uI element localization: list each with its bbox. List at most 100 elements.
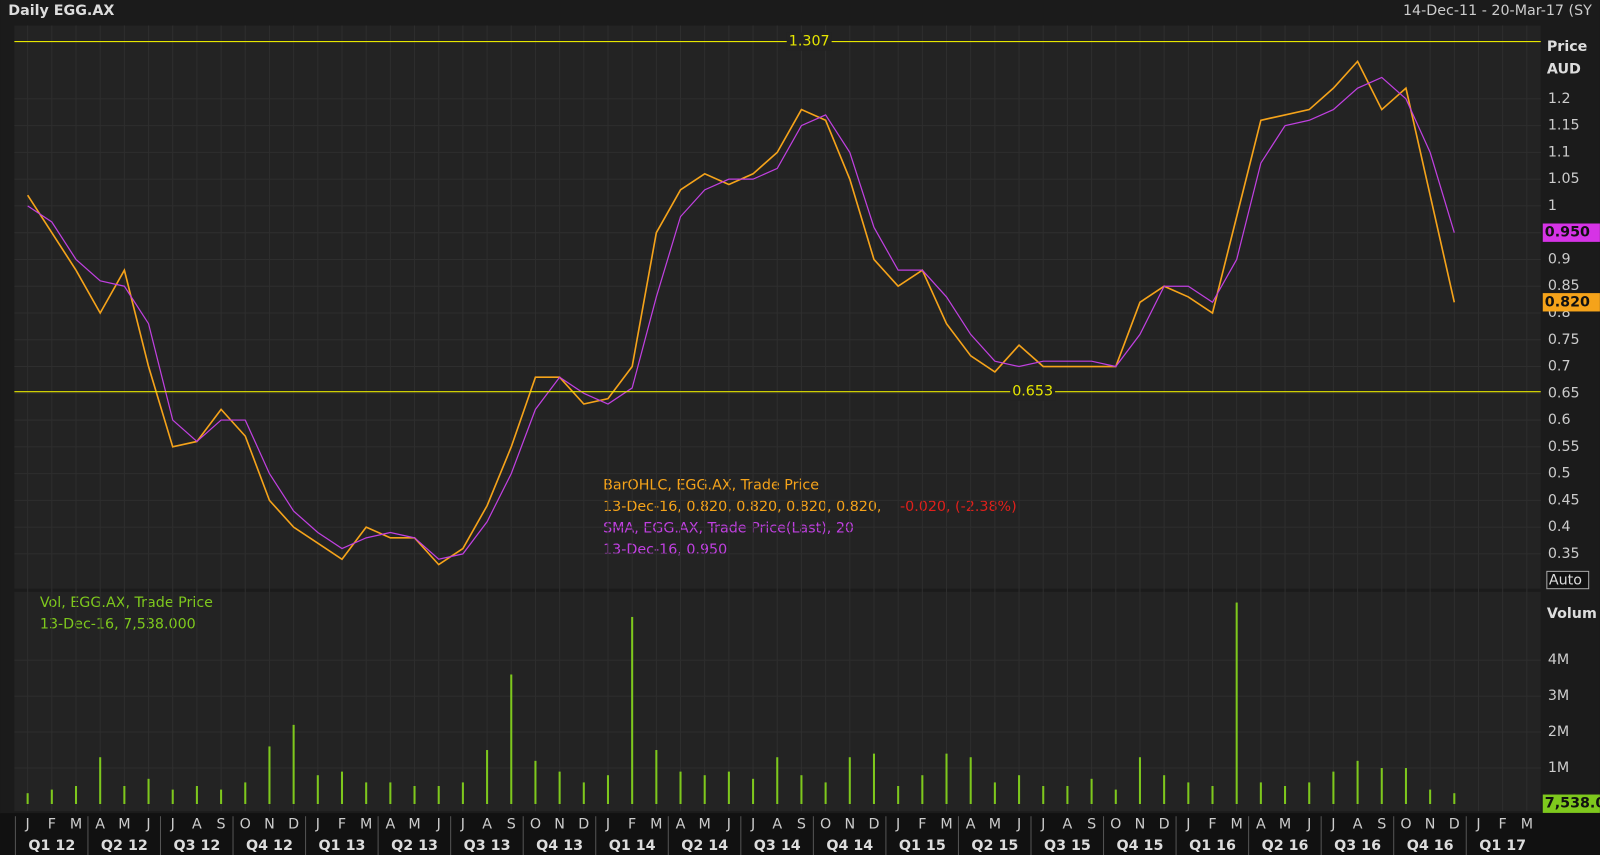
y-tick-label: 0.65: [1548, 385, 1580, 401]
last-value-label: 0.950: [1545, 225, 1590, 241]
x-tick-label: A: [482, 816, 492, 832]
last-value-tag: [1542, 223, 1600, 242]
x-quarter-label: Q3 15: [1044, 838, 1091, 854]
y-axis-unit: AUD: [1547, 61, 1581, 77]
x-tick-label: J: [1330, 816, 1335, 832]
reference-label: 0.653: [1012, 384, 1053, 400]
reference-label: 1.307: [789, 34, 830, 50]
bar: [1114, 789, 1117, 804]
x-tick-label: J: [460, 816, 465, 832]
bar: [1235, 602, 1238, 804]
x-quarter-label: Q2 15: [971, 838, 1018, 854]
chart-title: Daily EGG.AX: [8, 3, 114, 19]
line-series: [27, 76, 1455, 560]
bar: [703, 775, 706, 804]
x-quarter-label: Q3 16: [1334, 838, 1381, 854]
auto-button-label[interactable]: Auto: [1549, 573, 1582, 589]
y-tick-label: 4M: [1548, 652, 1569, 668]
x-tick-label: F: [918, 816, 926, 832]
x-tick-label: O: [1400, 816, 1411, 832]
auto-button[interactable]: [1546, 570, 1590, 590]
bar: [824, 782, 827, 804]
bar: [558, 771, 561, 804]
bar: [1018, 775, 1021, 804]
x-quarter-label: Q1 15: [899, 838, 946, 854]
x-tick-label: J: [1040, 816, 1045, 832]
bar: [1380, 768, 1383, 804]
x-tick-label: J: [1185, 816, 1190, 832]
y-tick-label: 0.5: [1548, 466, 1571, 482]
y-axis-title: Price: [1547, 39, 1588, 55]
legend-detail: 13-Dec-16, 0.820, 0.820, 0.820, 0.820,: [603, 499, 881, 515]
bar: [147, 778, 150, 804]
bar: [848, 757, 851, 804]
x-tick-label: J: [895, 816, 900, 832]
y-tick-label: 1: [1548, 198, 1557, 214]
bar: [631, 616, 634, 804]
time-axis: [0, 813, 1600, 855]
bar: [461, 782, 464, 804]
bar: [752, 778, 755, 804]
x-tick-label: M: [70, 816, 82, 832]
x-tick-label: A: [676, 816, 686, 832]
x-tick-label: A: [95, 816, 105, 832]
bar: [1308, 782, 1311, 804]
x-tick-label: S: [1087, 816, 1096, 832]
x-quarter-label: Q4 14: [826, 838, 873, 854]
x-tick-label: A: [772, 816, 782, 832]
y-tick-label: 0.45: [1548, 492, 1580, 508]
x-quarter-label: Q3 12: [173, 838, 220, 854]
x-tick-label: J: [436, 816, 441, 832]
legend-detail: 13-Dec-16, 0.950: [603, 542, 727, 558]
bar: [679, 771, 682, 804]
x-tick-label: N: [1425, 816, 1436, 832]
x-tick-label: M: [408, 816, 420, 832]
x-tick-label: M: [699, 816, 711, 832]
bar: [268, 746, 271, 804]
y-tick-label: 1.1: [1548, 144, 1571, 160]
last-value-label: 7,538.0: [1545, 796, 1600, 812]
x-tick-label: D: [1449, 816, 1460, 832]
x-tick-label: M: [1231, 816, 1243, 832]
legend-entry: BarOHLC, EGG.AX, Trade Price: [603, 478, 819, 494]
bar: [1211, 786, 1214, 804]
bar: [945, 753, 948, 804]
x-tick-label: J: [605, 816, 610, 832]
x-tick-label: A: [1063, 816, 1073, 832]
bar: [921, 775, 924, 804]
x-tick-label: F: [628, 816, 636, 832]
x-quarter-label: Q3 14: [754, 838, 801, 854]
x-tick-label: A: [385, 816, 395, 832]
bar: [486, 750, 489, 804]
bar: [727, 771, 730, 804]
bar: [800, 775, 803, 804]
bar: [1163, 775, 1166, 804]
x-quarter-label: Q2 16: [1262, 838, 1309, 854]
x-quarter-label: Q1 12: [28, 838, 75, 854]
x-quarter-label: Q4 15: [1117, 838, 1164, 854]
x-tick-label: S: [507, 816, 516, 832]
bar: [993, 782, 996, 804]
bar: [26, 793, 29, 804]
x-tick-label: M: [360, 816, 372, 832]
x-quarter-label: Q1 14: [609, 838, 656, 854]
x-quarter-label: Q2 14: [681, 838, 728, 854]
legend-detail: 13-Dec-16, 7,538.000: [40, 616, 196, 632]
x-tick-label: J: [1306, 816, 1311, 832]
bar: [510, 674, 513, 804]
x-tick-label: N: [554, 816, 565, 832]
legend-change: -0.020, (-2.38%): [900, 499, 1017, 515]
x-quarter-label: Q2 12: [101, 838, 148, 854]
x-tick-label: D: [578, 816, 589, 832]
x-tick-label: N: [1135, 816, 1146, 832]
bar: [389, 782, 392, 804]
x-tick-label: F: [338, 816, 346, 832]
x-tick-label: M: [118, 816, 130, 832]
y-tick-label: 1M: [1548, 760, 1569, 776]
x-tick-label: S: [797, 816, 806, 832]
reference-label-bg: [1010, 382, 1056, 401]
bar: [171, 789, 174, 804]
bar: [1138, 757, 1141, 804]
